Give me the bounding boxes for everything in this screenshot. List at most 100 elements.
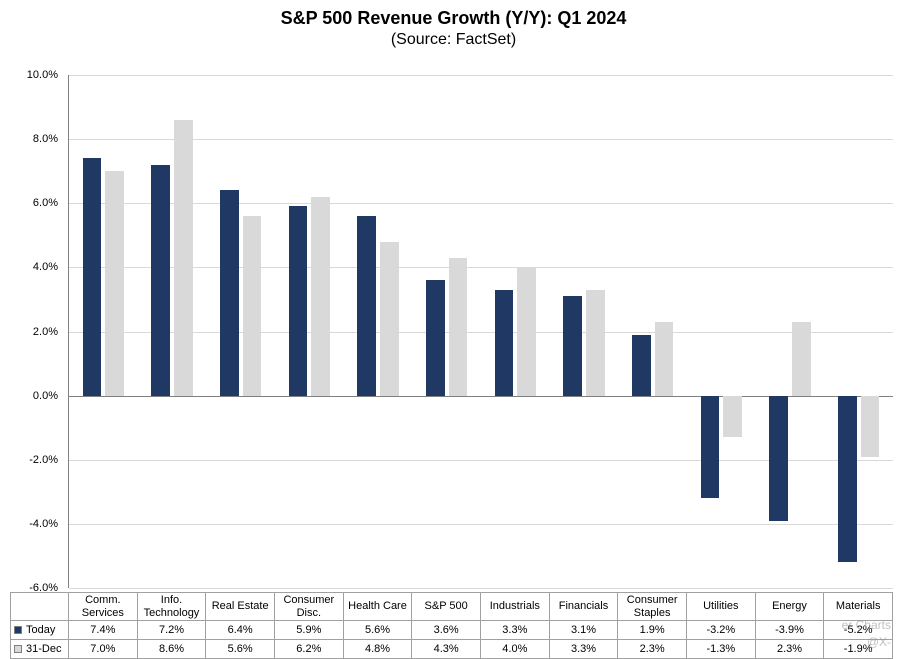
category-header-cell: Utilities [686,593,756,621]
bar-today [151,164,170,396]
category-group [687,75,756,588]
category-header-cell: Info. Technology [137,593,207,621]
table-value-cell: 7.2% [137,621,207,640]
category-group [69,75,138,588]
y-axis: 10.0% 8.0% 6.0% 4.0% 2.0% 0.0% -2.0% -4.0% -6.0% [0,69,64,594]
bar-today [494,289,514,396]
bar-31-dec [860,395,880,457]
category-group [138,75,207,588]
category-header-cell: Materials [824,593,893,621]
bar-31-dec [174,119,193,396]
table-value-cell: 3.3% [549,640,619,659]
gridline [69,267,893,269]
data-table: Comm. Services Info. Technology Real Estat… [10,592,893,659]
table-value-cell: 4.8% [343,640,413,659]
bar-today [288,206,308,396]
category-group [206,75,275,588]
table-value-cell: 3.6% [412,621,481,640]
bar-today [700,395,720,499]
bar-31-dec [586,289,605,396]
y-tick-label: 2.0% [32,325,58,338]
category-header-cell: Consumer Disc. [274,593,344,621]
gridline [69,139,893,141]
table-value-cell: 5.6% [206,640,275,659]
bar-today [426,280,445,396]
gridline [69,331,893,333]
table-value-cell: 3.3% [480,621,550,640]
bar-today [632,334,651,396]
table-value-cell: 2.3% [618,640,687,659]
table-value-cell: 6.4% [206,621,275,640]
legend-swatch [14,626,22,634]
category-header-cell: Industrials [480,593,550,621]
category-header-cell: Energy [755,593,825,621]
category-group [824,75,893,588]
gridline [69,588,893,589]
plot-area [68,75,893,589]
bar-today [82,158,102,396]
table-value-cell: 8.6% [137,640,207,659]
bar-today [357,216,376,396]
table-value-cell: 4.3% [412,640,481,659]
bar-31-dec [242,216,262,396]
category-group [550,75,619,588]
category-header-cell: Comm. Services [69,593,138,621]
chart-subtitle: (Source: FactSet) [390,31,517,48]
bar-31-dec [723,395,742,438]
bar-31-dec [448,257,468,396]
category-header-cell: S&P 500 [412,593,481,621]
table-value-cell: -5.2% [824,621,893,640]
table-value-cell: -3.9% [755,621,825,640]
category-header-cell: Financials [549,593,619,621]
gridline [69,75,893,76]
table-value-cell: 2.3% [755,640,825,659]
legend-label: 31-Dec [26,642,62,655]
y-tick-label: 4.0% [32,261,58,274]
legend-label: Today [26,623,56,636]
y-tick-label: -6.0% [29,582,58,594]
gridline [69,203,893,205]
table-value-cell: 7.0% [69,640,138,659]
bar-31-dec [105,171,124,396]
table-value-cell: 6.2% [274,640,344,659]
table-value-cell: 5.6% [343,621,413,640]
table-value-cell: 7.4% [69,621,138,640]
bar-31-dec [380,241,399,396]
table-value-cell: 5.9% [274,621,344,640]
category-group [344,75,413,588]
category-header-cell: Consumer Staples [618,593,687,621]
bar-31-dec [311,196,330,396]
table-corner-cell [11,593,69,621]
gridline [69,459,893,461]
y-tick-label: -2.0% [29,453,58,466]
bar-today [769,395,788,521]
bar-31-dec [654,321,674,396]
bar-today [563,296,582,396]
category-group [756,75,825,588]
table-value-cell: -1.3% [686,640,756,659]
table-value-cell: -1.9% [824,640,893,659]
bar-today [220,190,239,396]
y-tick-label: 10.0% [26,69,58,81]
y-tick-label: 0.0% [32,389,58,402]
category-group [618,75,687,588]
table-value-cell: -3.2% [686,621,756,640]
table-value-cell: 1.9% [618,621,687,640]
legend-cell-31-dec: 31-Dec [11,640,69,659]
table-value-cell: 3.1% [549,621,619,640]
category-group [275,75,344,588]
table-value-cell: 4.0% [480,640,550,659]
bar-today [838,395,857,563]
zero-gridline [69,395,893,397]
gridline [69,523,893,525]
legend-swatch [14,645,22,653]
bar-31-dec [792,321,811,396]
y-tick-label: -4.0% [29,517,58,530]
y-tick-label: 8.0% [32,133,58,146]
y-tick-label: 6.0% [32,197,58,210]
legend-cell-today: Today [11,621,69,640]
category-header-cell: Real Estate [206,593,275,621]
chart-title: S&P 500 Revenue Growth (Y/Y): Q1 2024 [280,8,627,28]
bar-31-dec [517,267,536,396]
